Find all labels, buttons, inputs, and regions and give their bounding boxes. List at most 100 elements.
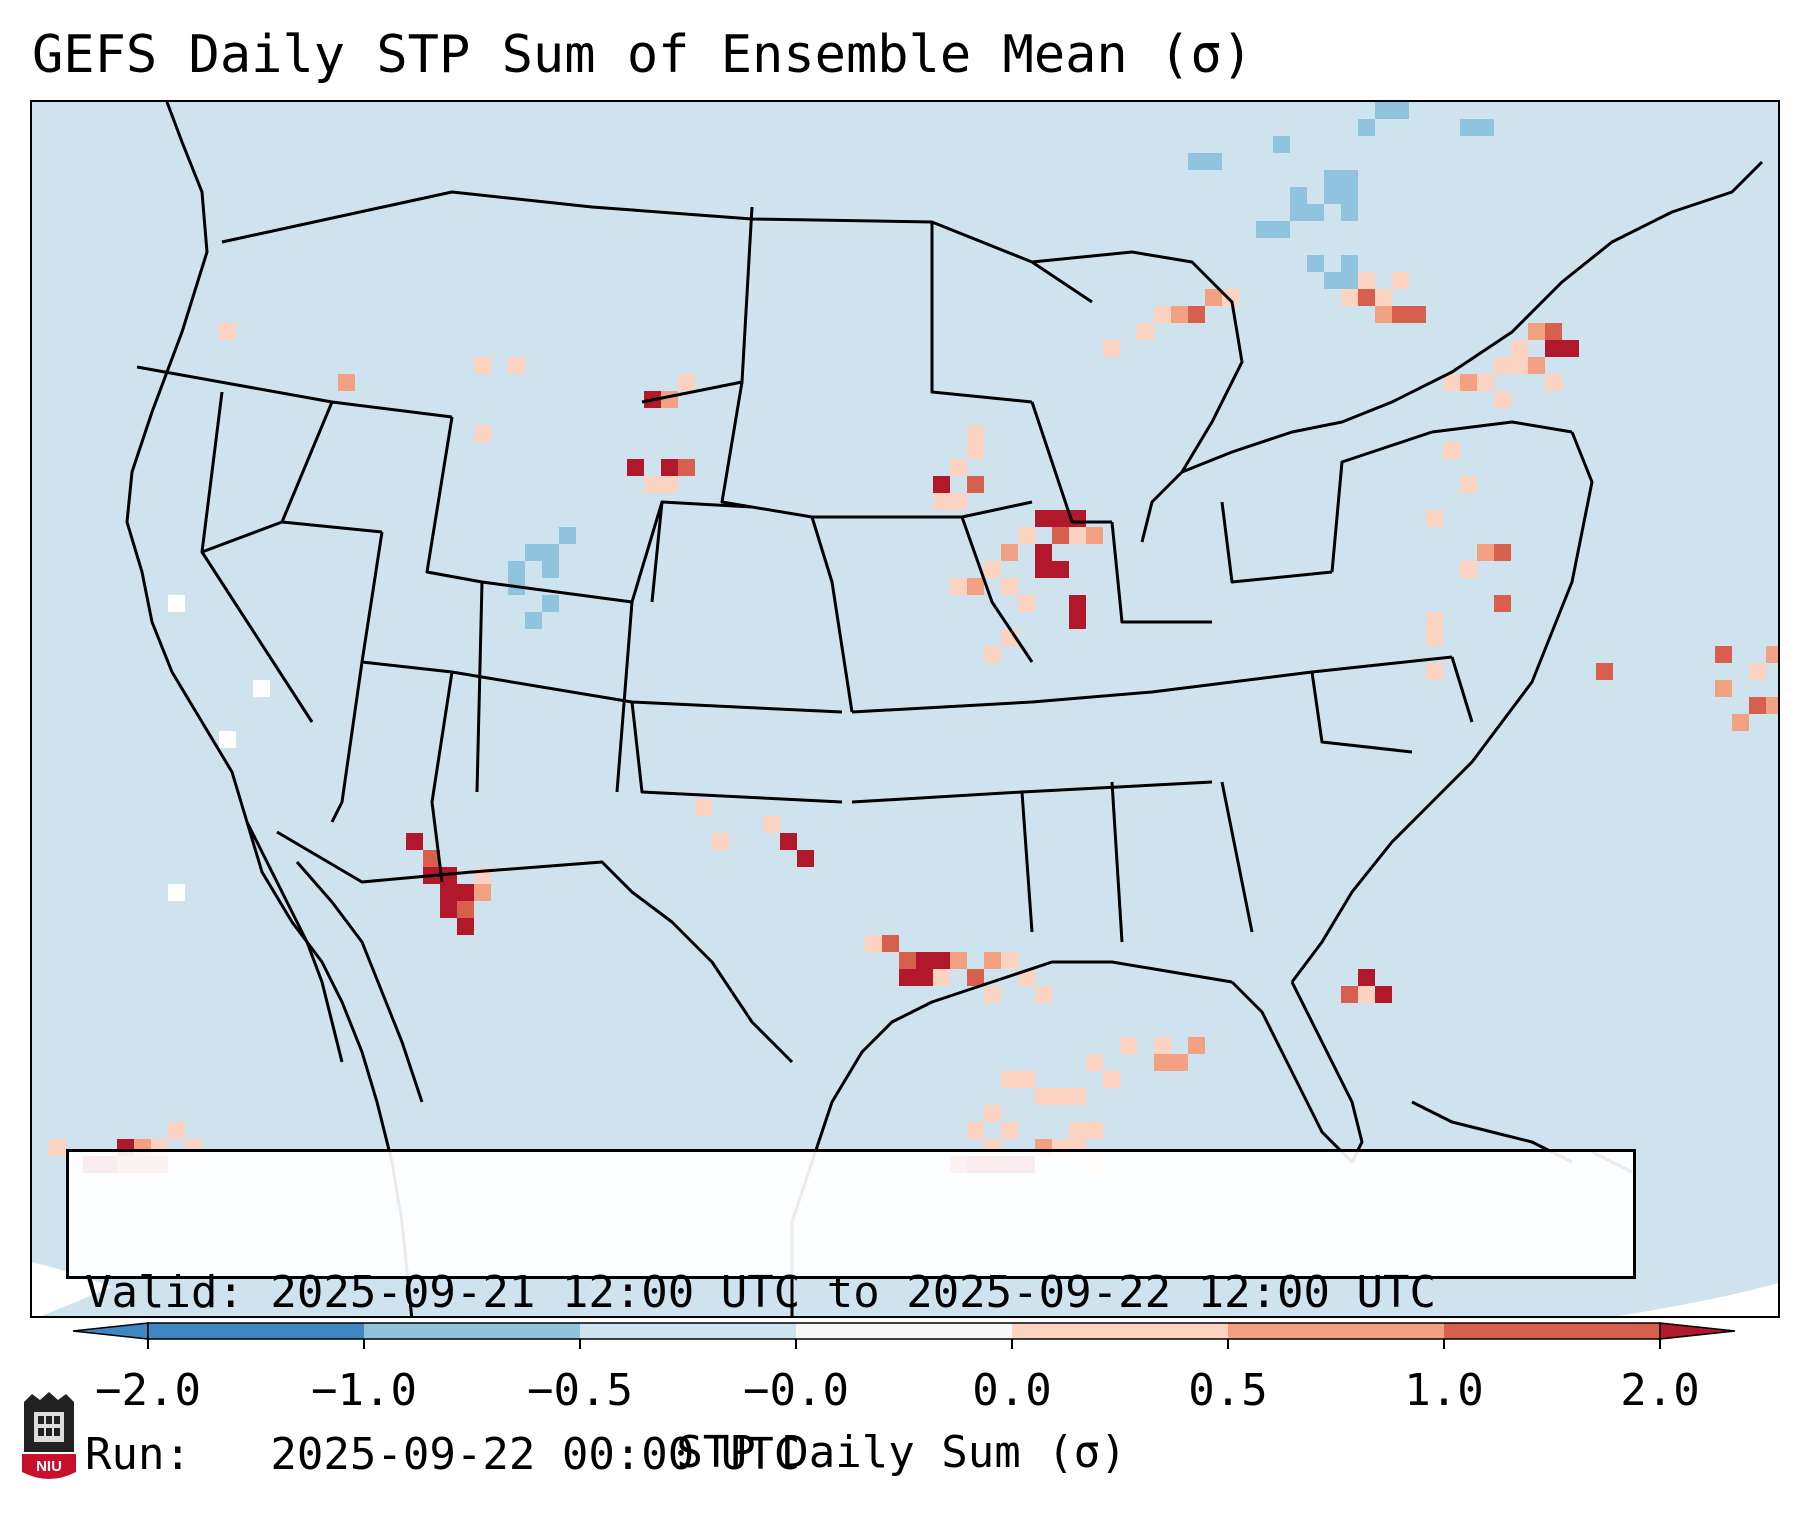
stp-cell [1494, 391, 1511, 408]
stp-cell [1307, 255, 1324, 272]
stp-cell [525, 544, 542, 561]
stp-cell [661, 391, 678, 408]
stp-cell [984, 646, 1001, 663]
stp-cell [1749, 697, 1766, 714]
stp-cell [1018, 527, 1035, 544]
stp-cell [1494, 357, 1511, 374]
stp-cell [508, 561, 525, 578]
stp-cell [1341, 289, 1358, 306]
stp-cell [1375, 986, 1392, 1003]
stp-cell [219, 323, 236, 340]
stp-cell [1171, 306, 1188, 323]
stp-cell [1715, 646, 1732, 663]
stp-cell [1766, 697, 1778, 714]
stp-cell [474, 425, 491, 442]
map-panel [30, 100, 1780, 1318]
niu-logo-icon: NIU [22, 1392, 76, 1479]
stp-cell [1052, 527, 1069, 544]
stp-cell [678, 374, 695, 391]
stp-cell [1069, 612, 1086, 629]
stp-cell [899, 969, 916, 986]
stp-cell [933, 476, 950, 493]
stp-cell [967, 969, 984, 986]
stp-cell [440, 884, 457, 901]
stp-cell [1018, 595, 1035, 612]
stp-cell [1222, 289, 1239, 306]
stp-cell [1341, 204, 1358, 221]
stp-cell [1035, 510, 1052, 527]
stp-cell [678, 459, 695, 476]
stp-cell [168, 1122, 185, 1139]
stp-cell [967, 442, 984, 459]
stp-cell [1409, 306, 1426, 323]
stp-cell [712, 833, 729, 850]
stp-cell [1086, 527, 1103, 544]
map-canvas [32, 102, 1778, 1316]
stp-cell [1205, 289, 1222, 306]
stp-cell [916, 969, 933, 986]
stp-cell [1069, 527, 1086, 544]
stp-cell [1290, 204, 1307, 221]
stp-cell [1256, 221, 1273, 238]
stp-cell [1375, 102, 1392, 119]
svg-text:NIU: NIU [36, 1458, 62, 1475]
stp-cell [1426, 612, 1443, 629]
stp-cell [1069, 1088, 1086, 1105]
stp-cell [1307, 204, 1324, 221]
stp-cell [1120, 1037, 1137, 1054]
colorbar-tick-label: 1.0 [1404, 1365, 1484, 1416]
stp-cell [984, 1105, 1001, 1122]
run-time-text: Run: 2025-09-22 00:00 UTC [85, 1429, 801, 1480]
stp-cell [1715, 680, 1732, 697]
coastlines-and-borders [125, 102, 1764, 1316]
stp-cell [780, 833, 797, 850]
stp-cell [423, 850, 440, 867]
stp-cell [1528, 323, 1545, 340]
stp-cell [1545, 340, 1562, 357]
stp-cell [1171, 1054, 1188, 1071]
stp-cell [899, 952, 916, 969]
stp-cell [1732, 714, 1749, 731]
stp-cell [1426, 510, 1443, 527]
colorbar-tick-label: −0.0 [743, 1365, 849, 1416]
stp-cell [1069, 1122, 1086, 1139]
stp-cell [457, 918, 474, 935]
stp-cell [542, 595, 559, 612]
stp-cell [1358, 969, 1375, 986]
stp-cell [338, 374, 355, 391]
stp-cell [1001, 1122, 1018, 1139]
stp-cell [1103, 340, 1120, 357]
stp-cell [1766, 646, 1778, 663]
colorbar-tick-label: 0.5 [1188, 1365, 1268, 1416]
stp-cell [695, 799, 712, 816]
stp-cell [1001, 578, 1018, 595]
stp-cell [1069, 595, 1086, 612]
stp-cell [1443, 374, 1460, 391]
stp-cell [1273, 136, 1290, 153]
stp-cell [1426, 629, 1443, 646]
stp-cell [933, 952, 950, 969]
stp-cell [967, 578, 984, 595]
stp-cell [1392, 102, 1409, 119]
stp-cell [1375, 306, 1392, 323]
stp-cell [1001, 544, 1018, 561]
valid-time-text: Valid: 2025-09-21 12:00 UTC to 2025-09-2… [85, 1267, 1437, 1318]
stp-cell [559, 527, 576, 544]
stp-cell [1035, 561, 1052, 578]
stp-cell [1188, 153, 1205, 170]
stp-cell [1103, 1071, 1120, 1088]
stp-cell [865, 935, 882, 952]
map-title: GEFS Daily STP Sum of Ensemble Mean (σ) [32, 25, 1253, 85]
stp-cell [1511, 340, 1528, 357]
stp-cell [1749, 663, 1766, 680]
stp-cell [797, 850, 814, 867]
stp-cell [763, 816, 780, 833]
stp-cell [916, 952, 933, 969]
stp-cell [1018, 1071, 1035, 1088]
stp-cell [1341, 170, 1358, 187]
stp-cell [1052, 1088, 1069, 1105]
stp-cell [627, 459, 644, 476]
stp-cell [457, 884, 474, 901]
stp-cell [1137, 323, 1154, 340]
stp-cell [1494, 544, 1511, 561]
